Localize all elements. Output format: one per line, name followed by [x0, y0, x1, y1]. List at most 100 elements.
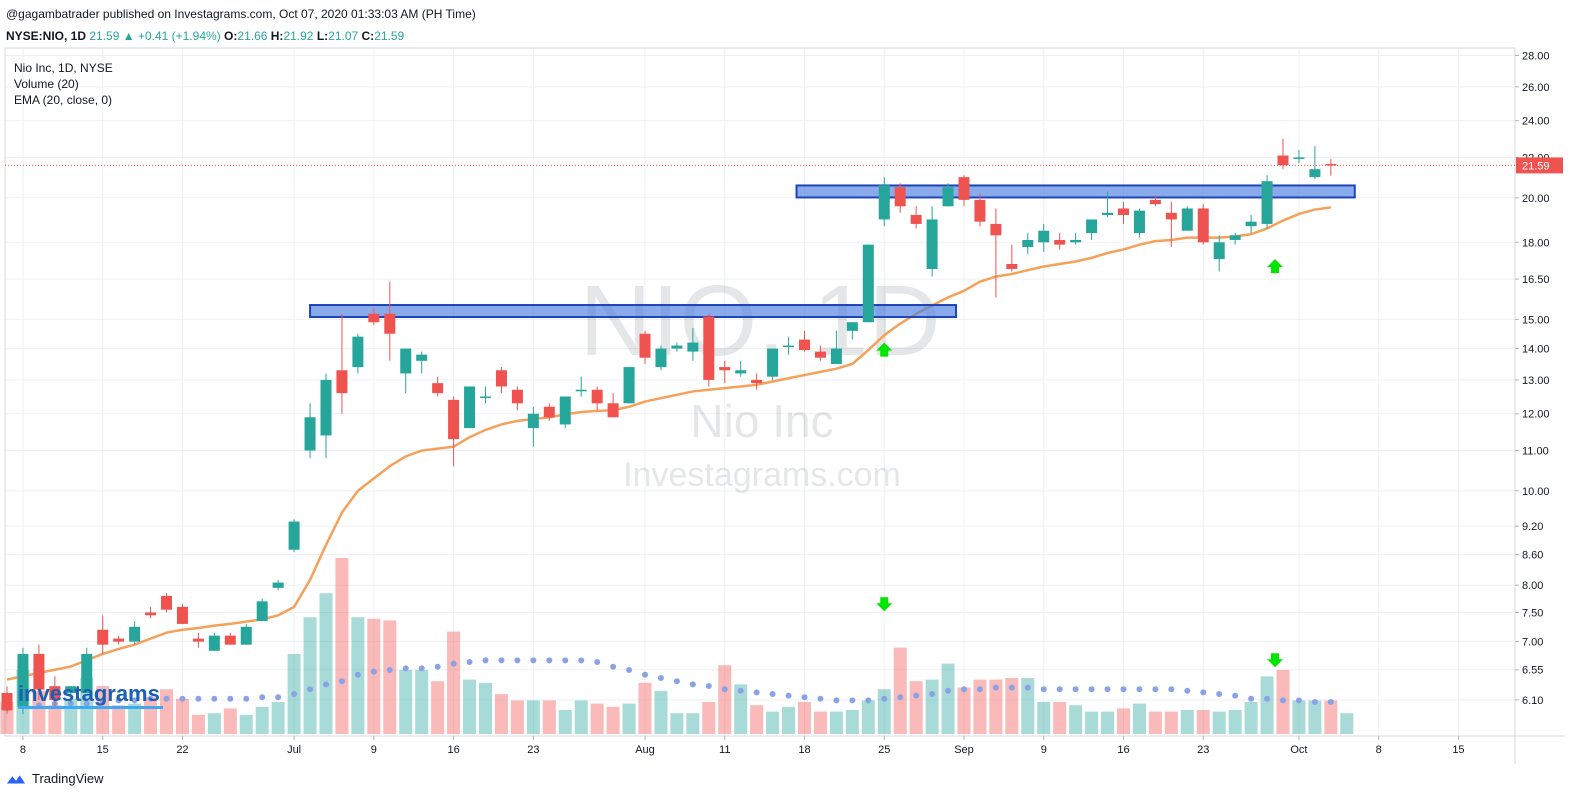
volume-bar — [957, 687, 971, 734]
candle — [97, 615, 109, 654]
volume-ma-point — [945, 687, 952, 694]
volume-ma-point — [338, 678, 345, 685]
price-tick-label: 12.00 — [1522, 409, 1550, 421]
candle — [336, 313, 348, 414]
candle — [1118, 202, 1129, 224]
candle-body — [1325, 164, 1337, 166]
volume-bar — [1101, 711, 1115, 734]
legend-title[interactable]: Nio Inc, 1D, NYSE — [14, 61, 113, 75]
candle-body — [1309, 169, 1321, 178]
candle — [878, 177, 890, 227]
candle-body — [1293, 157, 1305, 159]
volume-ma-point — [610, 663, 617, 670]
legend-volume[interactable]: Volume (20) — [14, 77, 79, 91]
price-tick-label: 8.60 — [1522, 550, 1543, 562]
candle-body — [767, 348, 779, 377]
price-tick-label: 26.00 — [1522, 82, 1550, 94]
volume-bar — [399, 670, 413, 734]
volume-ma-point — [897, 694, 904, 701]
volume-bar — [191, 714, 205, 734]
volume-bar — [893, 647, 907, 734]
high-label: H: — [270, 29, 284, 43]
indicator-legend: Nio Inc, 1D, NYSE Volume (20) EMA (20, c… — [14, 60, 113, 108]
candle — [1293, 149, 1305, 164]
volume-ma-point — [99, 699, 106, 705]
candle-body — [862, 244, 874, 323]
volume-ma-point — [1232, 692, 1239, 699]
price-axis: 6.10 6.55 7.00 7.50 8.00 8.60 9.20 10.00 11.00 12… — [1515, 50, 1550, 707]
price-tick-label: 18.00 — [1522, 237, 1550, 249]
volume-ma-point — [626, 667, 633, 673]
candle — [352, 333, 364, 374]
candle-body — [1006, 263, 1018, 269]
candle-body — [464, 386, 476, 429]
candle — [240, 623, 252, 645]
volume-bar — [1117, 708, 1130, 734]
candle-body — [974, 199, 986, 222]
candle-body — [432, 383, 444, 394]
candle — [511, 386, 523, 411]
resistance-zones — [309, 184, 1356, 319]
candle-body — [336, 370, 348, 394]
tradingview-brand[interactable]: TradingView — [6, 771, 104, 786]
volume-bar — [813, 711, 827, 734]
volume-ma-point — [482, 657, 489, 664]
volume-ma-point — [1295, 697, 1302, 704]
volume-ma-point — [147, 695, 154, 702]
legend-ema[interactable]: EMA (20, close, 0) — [14, 93, 113, 107]
candle — [113, 635, 125, 645]
volume-ma-point — [673, 678, 680, 685]
change-value: +0.41 (+1.94%) — [137, 29, 221, 43]
candle-body — [1022, 239, 1034, 248]
candle-body — [288, 521, 300, 550]
price-tick-label: 7.00 — [1522, 637, 1543, 649]
volume-ma-point — [67, 700, 74, 707]
volume-ma-point — [1216, 691, 1223, 697]
volume-bar — [670, 713, 684, 734]
volume-ma-point — [434, 663, 441, 670]
price-tick-label: 7.50 — [1522, 607, 1543, 619]
volume-bar — [1212, 711, 1226, 734]
price-tick-label: 15.00 — [1522, 314, 1550, 326]
volume-ma-point — [546, 657, 553, 664]
volume-bar — [622, 703, 636, 734]
volume-ma-point — [1248, 695, 1255, 702]
volume-bar — [1132, 703, 1146, 734]
volume-ma-point — [259, 694, 266, 701]
volume-ma-point — [1311, 699, 1318, 705]
volume-bar — [766, 711, 780, 734]
candle-body — [559, 396, 571, 425]
candle — [416, 351, 428, 374]
candle-body — [735, 370, 747, 374]
candle — [783, 336, 795, 355]
volume-ma-series — [4, 657, 1334, 712]
price-tick-label: 10.00 — [1522, 486, 1550, 498]
candle-body — [33, 653, 45, 690]
volume-ma-point — [530, 657, 537, 664]
candle — [1245, 215, 1257, 234]
time-tick-label: Jul — [287, 744, 301, 756]
candle-body — [1133, 210, 1145, 234]
volume-ma-point — [1280, 697, 1286, 704]
last-price-tag-label: 21.59 — [1522, 160, 1550, 172]
candle — [703, 313, 715, 387]
volume-ma-point — [1200, 689, 1207, 696]
candle — [256, 598, 268, 622]
open-label: O: — [224, 29, 238, 43]
candle-body — [894, 187, 906, 207]
volume-bar — [638, 682, 652, 734]
time-tick-label: 9 — [371, 744, 377, 756]
volume-ma-point — [1327, 699, 1334, 705]
candle-series — [1, 138, 1337, 714]
volume-ma-point — [386, 667, 393, 673]
volume-bar — [909, 681, 923, 734]
volume-bar — [1260, 676, 1274, 734]
candle-body — [352, 336, 364, 368]
volume-ma-point — [817, 695, 824, 702]
candle-body — [304, 417, 316, 451]
volume-ma-point — [402, 665, 409, 672]
volume-ma-point — [1168, 686, 1175, 693]
volume-ma-point — [83, 700, 90, 707]
volume-bar — [526, 700, 540, 734]
